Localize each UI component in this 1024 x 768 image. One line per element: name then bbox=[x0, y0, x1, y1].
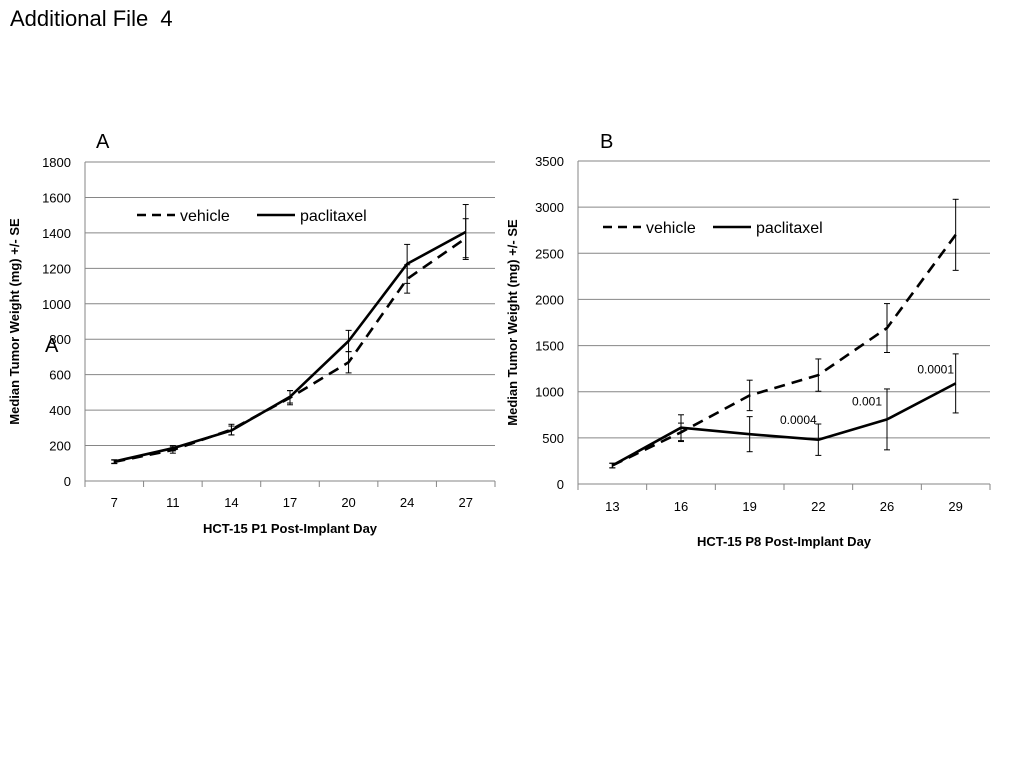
panel-label-overlay: A bbox=[45, 335, 59, 357]
y-tick-label: 600 bbox=[49, 368, 71, 383]
x-tick-label: 29 bbox=[948, 499, 962, 514]
p-value-annotation: 0.001 bbox=[852, 395, 882, 409]
legend-label-paclitaxel: paclitaxel bbox=[756, 220, 823, 237]
y-tick-label: 200 bbox=[49, 439, 71, 454]
x-tick-label: 27 bbox=[458, 495, 472, 510]
legend-label-paclitaxel: paclitaxel bbox=[300, 208, 367, 225]
panel-label: A bbox=[96, 131, 110, 153]
x-tick-label: 22 bbox=[811, 499, 825, 514]
x-tick-label: 11 bbox=[166, 495, 180, 510]
x-tick-label: 24 bbox=[400, 495, 414, 510]
page-title: Additional File 4 bbox=[10, 6, 173, 31]
x-tick-label: 26 bbox=[880, 499, 894, 514]
x-tick-label: 14 bbox=[224, 495, 238, 510]
series-line-paclitaxel bbox=[114, 230, 467, 463]
y-tick-label: 1200 bbox=[42, 261, 71, 276]
y-tick-label: 2500 bbox=[535, 246, 564, 261]
y-tick-label: 1000 bbox=[535, 385, 564, 400]
series-line-vehicle bbox=[114, 237, 467, 464]
p-value-annotation: 0.0001 bbox=[917, 362, 954, 376]
y-tick-label: 1800 bbox=[42, 155, 71, 170]
legend-label-vehicle: vehicle bbox=[180, 208, 230, 225]
x-tick-label: 20 bbox=[341, 495, 355, 510]
y-tick-label: 0 bbox=[557, 477, 564, 492]
p-value-annotation: 0.0004 bbox=[780, 413, 817, 427]
y-tick-label: 1400 bbox=[42, 226, 71, 241]
y-axis-title: Median Tumor Weight (mg) +/- SE bbox=[505, 219, 520, 426]
chart-panel-a: 0 200 400 600 800 1000 1200 1400 1600 1800 7 11 14 17… bbox=[7, 131, 496, 536]
series-line-paclitaxel bbox=[611, 382, 957, 467]
x-tick-label: 7 bbox=[111, 495, 118, 510]
x-axis-title: HCT-15 P1 Post-Implant Day bbox=[203, 521, 378, 536]
y-tick-label: 0 bbox=[64, 474, 71, 489]
x-tick-label: 13 bbox=[605, 499, 619, 514]
x-tick-label: 19 bbox=[742, 499, 756, 514]
y-tick-label: 400 bbox=[49, 403, 71, 418]
y-tick-label: 800 bbox=[49, 332, 71, 347]
y-tick-label: 1600 bbox=[42, 190, 71, 205]
y-tick-label: 500 bbox=[542, 431, 564, 446]
y-tick-label: 3500 bbox=[535, 154, 564, 169]
y-tick-label: 2000 bbox=[535, 292, 564, 307]
y-tick-label: 1500 bbox=[535, 339, 564, 354]
x-tick-label: 16 bbox=[674, 499, 688, 514]
x-tick-label: 17 bbox=[283, 495, 297, 510]
panel-label: B bbox=[600, 131, 613, 153]
x-axis-title: HCT-15 P8 Post-Implant Day bbox=[697, 534, 872, 549]
y-tick-label: 1000 bbox=[42, 297, 71, 312]
y-tick-label: 3000 bbox=[535, 200, 564, 215]
legend-label-vehicle: vehicle bbox=[646, 220, 696, 237]
y-axis-title: Median Tumor Weight (mg) +/- SE bbox=[7, 218, 22, 425]
chart-panel-b: 0 500 1000 1500 2000 2500 3000 3500 13 16 19 22 26 29… bbox=[505, 131, 991, 549]
series-line-vehicle bbox=[611, 234, 957, 467]
